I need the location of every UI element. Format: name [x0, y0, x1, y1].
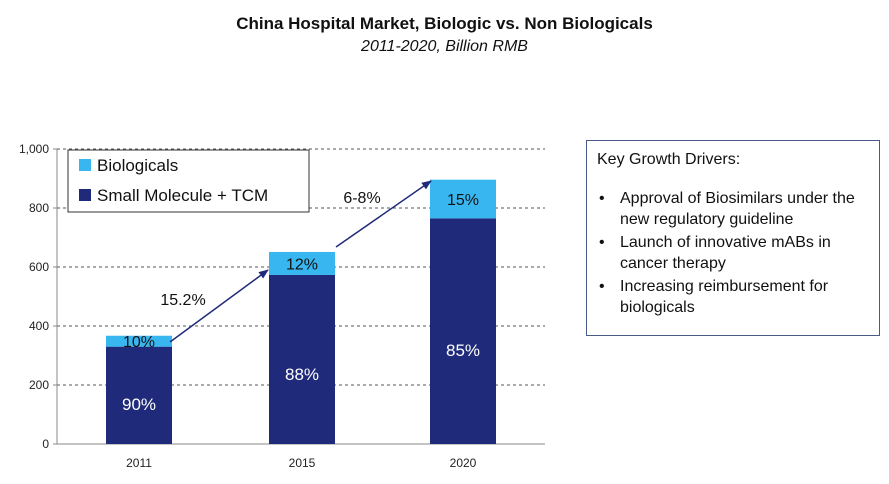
- bar-small-molecule-tcm: [430, 218, 496, 444]
- y-tick-label: 800: [29, 201, 49, 215]
- x-tick-label: 2020: [450, 456, 477, 470]
- growth-rate-label: 6-8%: [343, 190, 380, 207]
- bar-biologicals: [269, 251, 335, 275]
- legend-box: [67, 149, 310, 213]
- legend-label: Small Molecule + TCM: [97, 186, 268, 205]
- bar-biologicals: [430, 179, 496, 219]
- y-tick-label: 1,000: [19, 142, 49, 156]
- driver-text: Increasing reimbursement for biologicals: [620, 278, 829, 316]
- x-tick-label: 2015: [289, 456, 316, 470]
- drivers-list: • Approval of Biosimilars under the new r…: [597, 188, 869, 318]
- drivers-heading: Key Growth Drivers:: [597, 151, 741, 168]
- chart-title: China Hospital Market, Biologic vs. Non …: [236, 14, 653, 33]
- key-growth-drivers-box: Key Growth Drivers: • Approval of Biosimi…: [586, 140, 880, 336]
- bar-small-molecule-tcm: [106, 346, 172, 444]
- bar-small-molecule-tcm: [269, 274, 335, 444]
- growth-arrow: [335, 180, 432, 248]
- chart-subtitle: 2011-2020, Billion RMB: [361, 38, 528, 55]
- data-label-biologicals: 15%: [447, 192, 479, 209]
- bar-biologicals: [106, 335, 172, 347]
- data-label-biologicals: 12%: [286, 256, 318, 273]
- data-label-small-molecule-tcm: 85%: [446, 341, 480, 360]
- growth-arrow: [169, 269, 269, 343]
- x-tick-label: 2011: [126, 456, 152, 470]
- legend-label: Biologicals: [97, 156, 178, 175]
- y-tick-label: 200: [29, 378, 49, 392]
- driver-item: • Approval of Biosimilars under the new r…: [597, 188, 869, 230]
- driver-text: Approval of Biosimilars under the new re…: [620, 190, 855, 228]
- bullet-icon: •: [599, 190, 605, 207]
- driver-item: • Increasing reimbursement for biological…: [597, 276, 869, 318]
- driver-item: • Launch of innovative mABs in cancer the…: [597, 232, 869, 274]
- bullet-icon: •: [599, 278, 605, 295]
- data-label-small-molecule-tcm: 88%: [285, 365, 319, 384]
- legend-swatch: [79, 159, 91, 171]
- y-tick-label: 0: [42, 437, 49, 451]
- bullet-icon: •: [599, 234, 605, 251]
- y-tick-label: 600: [29, 260, 49, 274]
- driver-text: Launch of innovative mABs in cancer ther…: [620, 234, 831, 272]
- legend-swatch: [79, 189, 91, 201]
- growth-rate-label: 15.2%: [160, 292, 205, 309]
- data-label-biologicals: 10%: [123, 334, 155, 351]
- y-tick-label: 400: [29, 319, 49, 333]
- data-label-small-molecule-tcm: 90%: [122, 395, 156, 414]
